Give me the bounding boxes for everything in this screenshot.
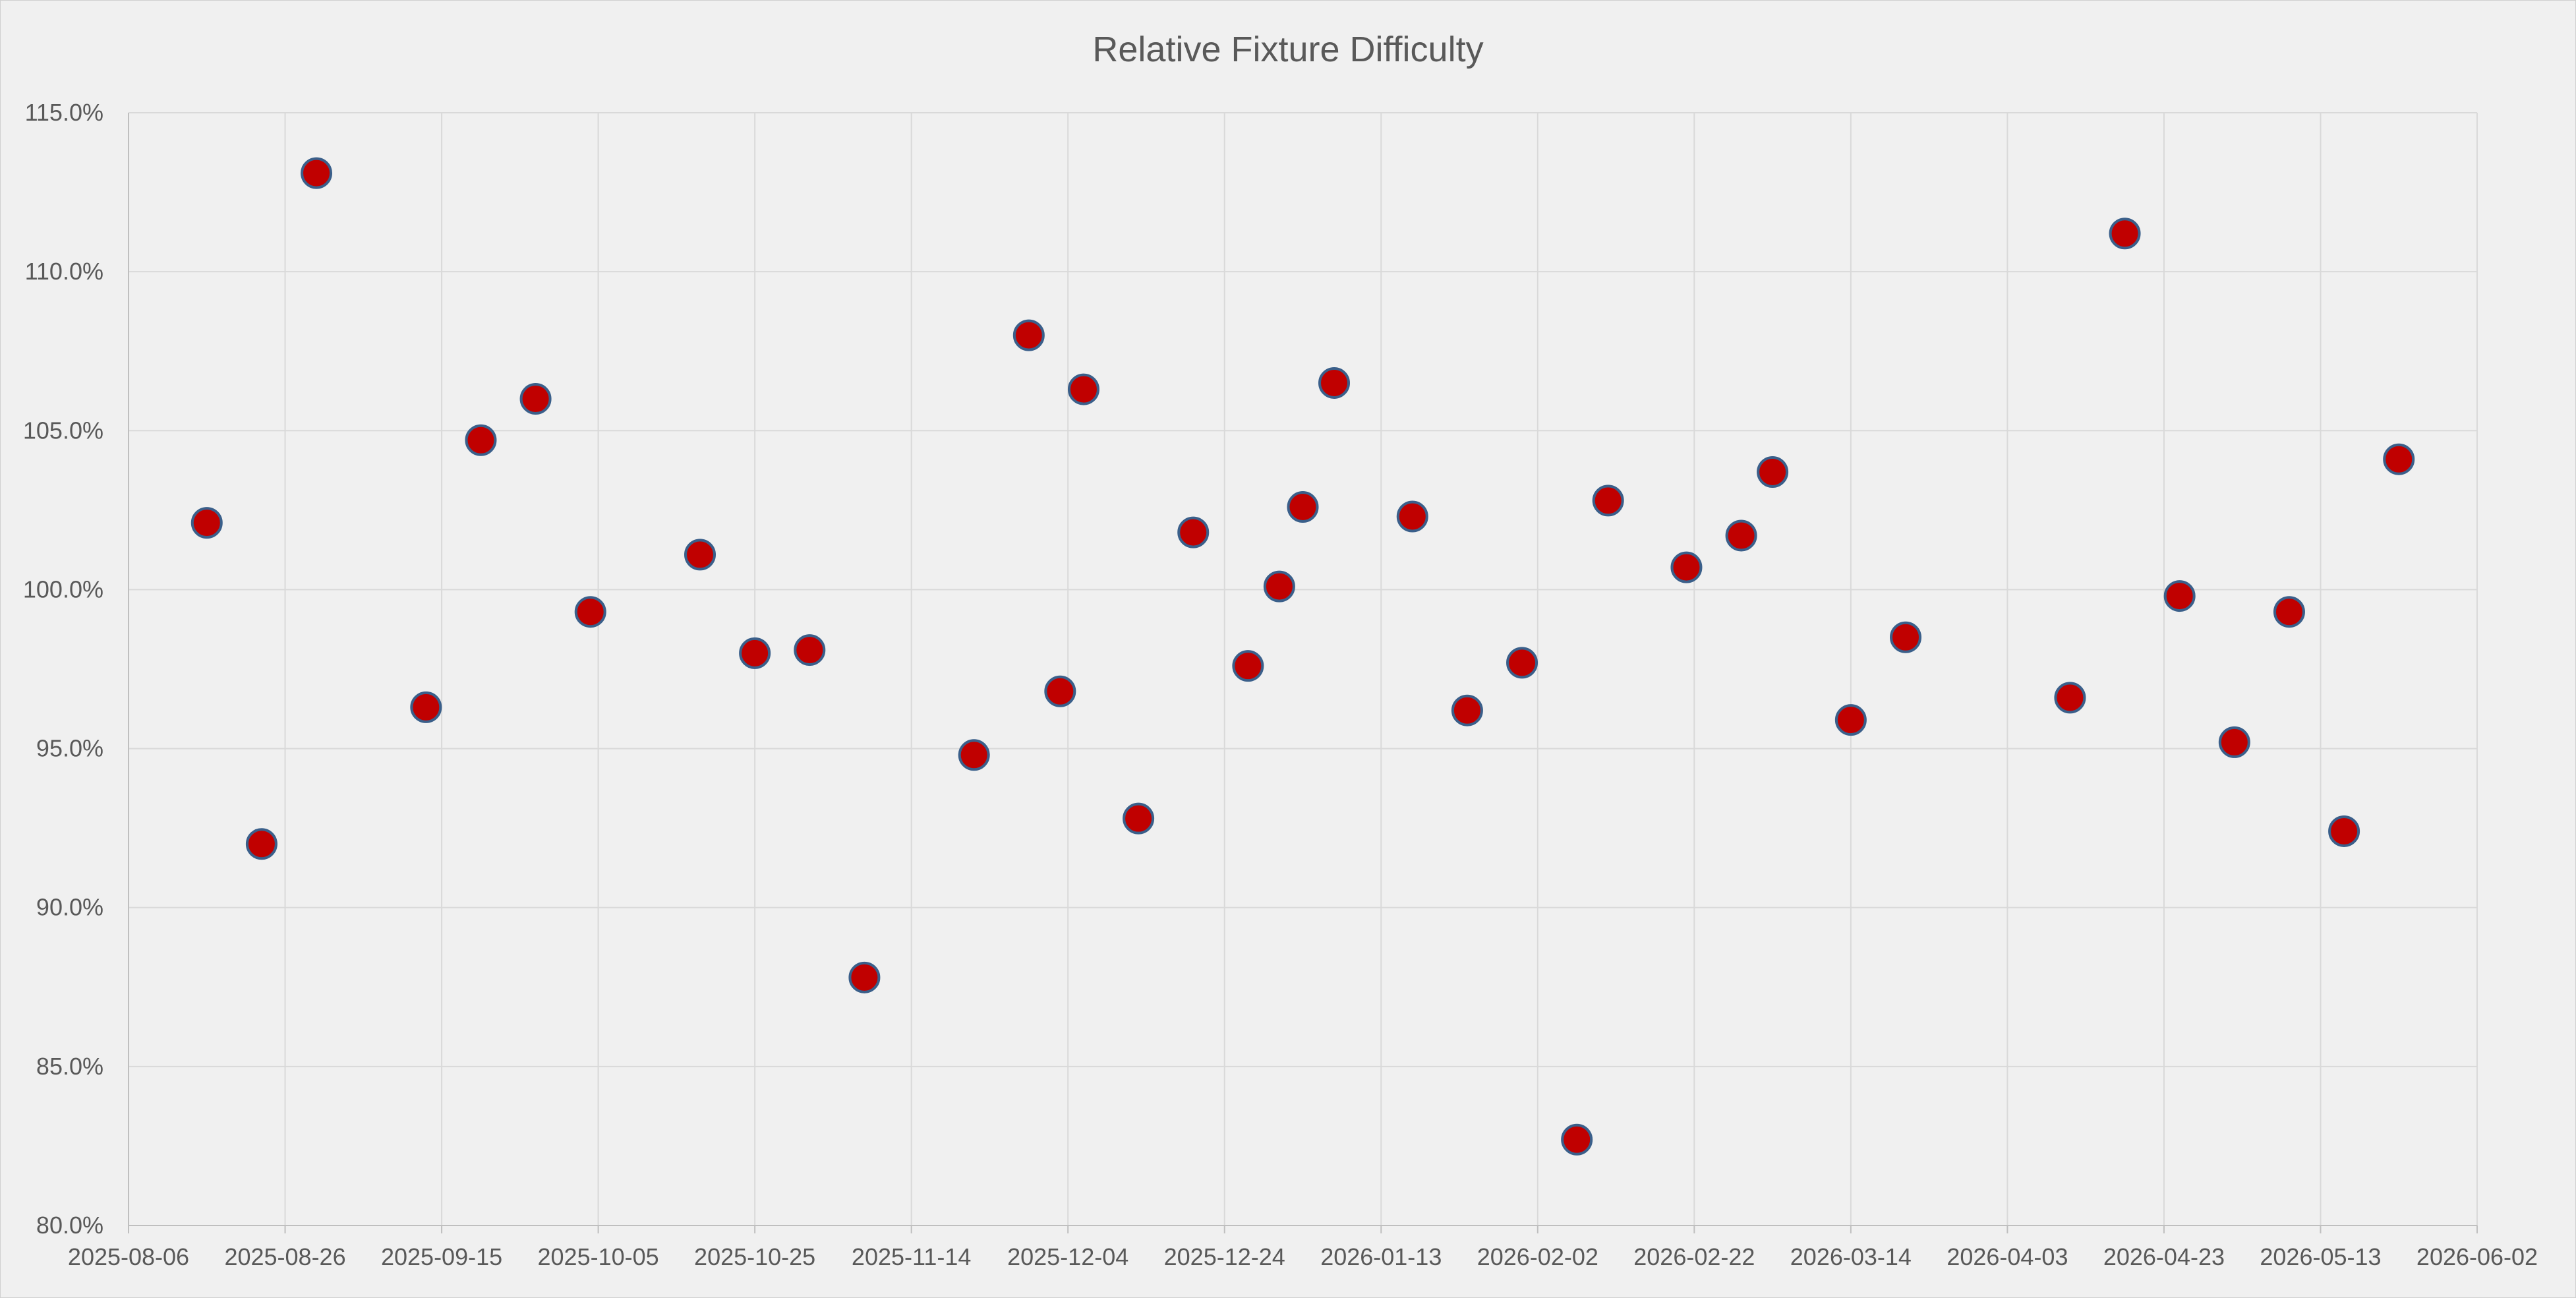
data-point (190, 507, 223, 539)
data-point (1044, 675, 1076, 707)
data-point (794, 634, 826, 666)
x-tick-label: 2026-04-23 (2103, 1243, 2225, 1270)
data-point (2163, 580, 2196, 612)
x-tick-label: 2025-10-25 (694, 1243, 815, 1270)
y-axis-tick-labels: 80.0% 85.0% 90.0% 95.0% 100.0% 105.0% 110.0% 11… (23, 99, 103, 1239)
axes (128, 113, 2478, 1233)
data-point (2218, 726, 2250, 758)
x-tick-label: 2026-02-22 (1633, 1243, 1755, 1270)
data-point (410, 691, 442, 723)
data-point (245, 828, 278, 860)
data-points (190, 157, 2415, 1156)
data-point (739, 637, 771, 669)
data-point (519, 383, 552, 415)
data-point (1451, 694, 1483, 726)
x-tick-label: 2025-09-15 (381, 1243, 502, 1270)
y-tick-label: 90.0% (36, 894, 103, 921)
data-point (848, 961, 881, 993)
data-point (1067, 373, 1099, 405)
data-point (1177, 516, 1210, 548)
y-tick-label: 80.0% (36, 1212, 103, 1239)
gridlines (128, 112, 2478, 1226)
x-tick-label: 2026-05-13 (2260, 1243, 2381, 1270)
data-point (1670, 551, 1703, 583)
x-tick-label: 2025-12-04 (1007, 1243, 1128, 1270)
data-point (1890, 621, 1922, 653)
y-tick-label: 100.0% (23, 575, 103, 603)
data-point (1725, 519, 1757, 552)
x-tick-label: 2025-08-06 (68, 1243, 189, 1270)
data-point (1396, 500, 1428, 533)
y-tick-label: 115.0% (25, 99, 103, 126)
data-point (1592, 485, 1624, 517)
y-tick-label: 95.0% (36, 735, 103, 762)
x-tick-label: 2026-06-02 (2416, 1243, 2538, 1270)
y-tick-label: 105.0% (23, 417, 103, 444)
data-point (1012, 319, 1045, 351)
data-point (2383, 443, 2415, 475)
data-point (2109, 218, 2141, 250)
data-point (301, 157, 333, 189)
data-point (2054, 682, 2086, 714)
x-tick-label: 2025-08-26 (224, 1243, 345, 1270)
data-point (1757, 456, 1789, 488)
x-tick-label: 2026-02-02 (1477, 1243, 1598, 1270)
data-point (1834, 704, 1867, 736)
y-tick-label: 110.0% (25, 258, 103, 285)
data-point (1287, 491, 1319, 523)
data-point (574, 596, 606, 628)
data-point (1232, 650, 1264, 682)
x-tick-label: 2026-01-13 (1320, 1243, 1442, 1270)
x-tick-label: 2025-12-24 (1164, 1243, 1285, 1270)
data-point (2328, 815, 2360, 847)
data-point (1506, 647, 1538, 679)
x-axis-tick-labels: 2025-08-06 2025-08-26 2025-09-15 2025-10-05… (68, 1243, 2538, 1270)
data-point (1123, 802, 1155, 835)
data-point (2273, 596, 2305, 628)
x-tick-label: 2025-11-14 (852, 1243, 971, 1270)
data-point (1561, 1123, 1593, 1156)
x-tick-label: 2026-03-14 (1790, 1243, 1912, 1270)
x-tick-label: 2025-10-05 (538, 1243, 659, 1270)
data-point (684, 539, 716, 571)
data-point (958, 739, 990, 771)
data-point (465, 424, 497, 456)
chart-title: Relative Fixture Difficulty (1092, 30, 1483, 69)
data-point (1263, 570, 1295, 603)
y-tick-label: 85.0% (36, 1053, 103, 1080)
data-point (1318, 367, 1351, 399)
x-tick-label: 2026-04-03 (1947, 1243, 2068, 1270)
